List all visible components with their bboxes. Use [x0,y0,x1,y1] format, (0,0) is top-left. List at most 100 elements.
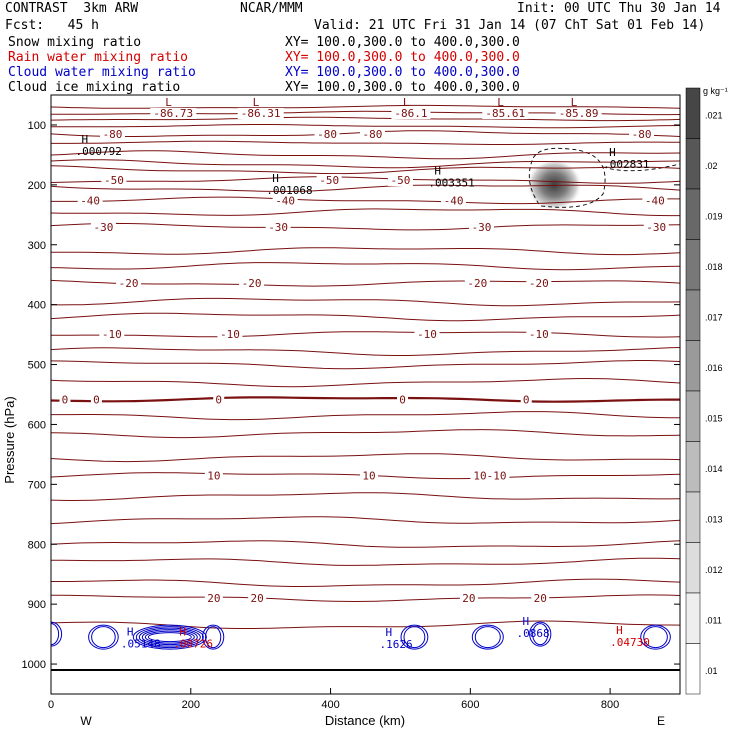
isotherm-line [51,540,680,548]
isotherm-line [51,347,680,356]
x-tick-label: 800 [601,699,619,711]
colorbar-tick-label: .018 [705,262,723,272]
isotherm-line [51,165,680,175]
model-title: CONTRAST 3km ARW [5,1,139,16]
y-tick-label: 900 [28,599,46,611]
x-axis-title: Distance (km) [325,713,405,728]
contour-label: -10 [220,328,240,341]
colorbar-cell [685,542,701,594]
contour-label: 20 [207,592,220,605]
contour-label-bg [100,127,126,140]
colorbar-tick-label: .015 [705,413,723,423]
isotherm-line [51,247,680,256]
contour-label-bg [629,127,655,140]
low-value: -86.73 [153,107,193,120]
field-rain-xy: XY= 100.0,300.0 to 400.0,300.0 [285,50,520,65]
contour-label-bg [397,393,409,406]
isotherm-line [51,377,680,388]
contour-label-bg [469,220,495,233]
isotherm-line [51,116,680,122]
contour-label: 20 [251,592,264,605]
contour-label: -10 [529,328,549,341]
low-marker: L [403,96,410,109]
cloud-water-contour [471,624,504,650]
snow-max-shading [526,158,583,211]
contour-label: -80 [317,128,337,141]
y-tick-label: 700 [28,479,46,491]
colorbar: .021 .02 .019 .018 .017 .016 .015 .014 .013 .012.… [685,87,723,695]
isotherm-line [51,184,680,192]
colorbar-cell [685,87,701,139]
x-tick-label: 0 [48,699,54,711]
isotherm-line [51,262,680,271]
x-tick-label: 400 [321,699,339,711]
cloud-ice-outline [528,147,606,208]
plot-frame [50,94,681,695]
contour-label-bg [643,220,669,233]
colorbar-tick-label: .016 [705,363,723,373]
contour-label: -40 [80,194,100,207]
y-tick-label: 100 [28,120,46,132]
isotherm-20 [51,594,680,603]
y-tick-label: 600 [28,419,46,431]
low-value: -85.89 [559,107,599,120]
y-tick-label: 800 [28,539,46,551]
contour-label: -40 [444,194,464,207]
contour-label-bg [531,592,550,605]
contour-label: -30 [472,221,492,234]
colorbar-cell [685,239,701,291]
cloud-water-contour [91,626,116,649]
isotherm-line [51,150,680,160]
max-value: .1626 [379,638,412,651]
isotherm-line [51,159,680,169]
colorbar-cell [685,340,701,392]
y-tick-label: 300 [28,240,46,252]
contour-label: 0 [93,393,100,406]
field-cloudwater-label: Cloud water mixing ratio [8,65,196,80]
colorbar-cell [685,592,701,644]
y-axis-title: Pressure (hPa) [2,396,17,483]
contour-label-bg [526,328,552,341]
contour-label: 0 [523,393,530,406]
contour-label-bg [217,328,243,341]
contour-label-bg [90,393,102,406]
forecast-hour: Fcst: 45 h [5,18,99,33]
contour-label: 10-10 [473,469,506,482]
contour-label: -10 [417,328,437,341]
contour-label-bg [642,194,668,207]
x-tick-label: 600 [461,699,479,711]
low-value: -86.1 [394,107,427,120]
colorbar-cell [685,441,701,493]
isotherm-line [51,429,680,439]
max-value: .0868 [516,627,549,640]
low-value-bg [482,108,529,119]
contour-label-bg [248,592,267,605]
contour-label-bg [239,277,265,290]
org-title: NCAR/MMM [240,1,303,16]
isotherm-line [51,140,680,145]
low-marker: L [253,96,260,109]
field-snow-label: Snow mixing ratio [8,35,142,50]
low-marker: L [571,96,578,109]
contour-label: -30 [93,221,113,234]
max-marker: H [616,624,623,637]
colorbar-unit: g kg⁻¹ [703,86,728,96]
contour-label: -40 [275,194,295,207]
contour-label: -20 [119,277,139,290]
contour-label-bg [414,328,440,341]
colorbar-tick-label: .019 [705,211,723,221]
contour-label: -40 [645,194,665,207]
cloud-water-contour [132,624,207,650]
contour-label-bg [59,393,71,406]
contour-label-bg [213,393,225,406]
max-value: .002831 [603,158,649,171]
contour-label: 0 [399,393,406,406]
contour-label: 20 [534,592,547,605]
contour-label: -80 [632,128,652,141]
isotherm-line [51,312,680,322]
valid-time: Valid: 21 UTC Fri 31 Jan 14 (07 ChT Sat … [314,18,706,33]
max-value: .000792 [75,145,121,158]
low-value-bg [391,108,431,119]
low-value: -86.31 [241,107,281,120]
contour-label-bg [116,277,142,290]
